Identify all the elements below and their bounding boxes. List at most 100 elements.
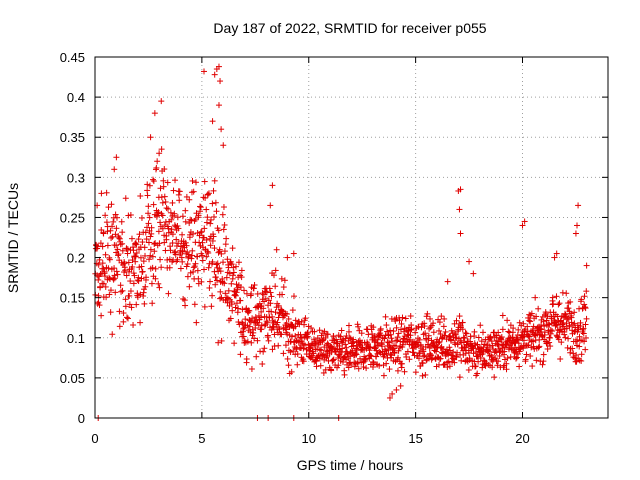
data-point	[553, 293, 560, 300]
data-point	[248, 339, 255, 346]
data-point	[220, 142, 227, 149]
data-point	[242, 316, 249, 323]
data-point	[156, 150, 163, 157]
data-point	[206, 190, 213, 197]
data-point	[184, 273, 191, 280]
data-point	[254, 337, 261, 344]
data-point	[203, 219, 210, 226]
data-point	[576, 333, 583, 340]
data-point	[252, 314, 259, 321]
data-point	[142, 252, 149, 259]
data-point	[169, 199, 176, 206]
data-point	[140, 258, 147, 265]
data-point	[179, 258, 186, 265]
data-point	[266, 314, 273, 321]
data-point	[158, 264, 165, 271]
data-point	[298, 338, 305, 345]
data-point	[95, 299, 102, 306]
data-point	[280, 350, 287, 357]
data-point	[190, 188, 197, 195]
data-point	[572, 230, 579, 237]
data-point	[395, 347, 402, 354]
data-point	[133, 249, 140, 256]
data-point	[322, 334, 329, 341]
data-point	[520, 320, 527, 327]
data-point	[576, 357, 583, 364]
data-point	[142, 283, 149, 290]
data-point	[449, 352, 456, 359]
data-point	[102, 251, 109, 258]
x-tick-label: 10	[302, 431, 316, 446]
data-point	[376, 362, 383, 369]
data-point	[131, 272, 138, 279]
data-point	[97, 240, 104, 247]
data-point	[389, 390, 396, 397]
data-point	[189, 247, 196, 254]
data-point	[462, 329, 469, 336]
data-point	[492, 347, 499, 354]
data-point	[100, 230, 107, 237]
data-point	[157, 256, 164, 263]
data-point	[271, 331, 278, 338]
data-point	[228, 301, 235, 308]
data-point	[396, 317, 403, 324]
data-point	[105, 265, 112, 272]
data-point	[251, 335, 258, 342]
data-point	[138, 275, 145, 282]
data-point	[269, 313, 276, 320]
data-point	[395, 354, 402, 361]
data-point	[504, 355, 511, 362]
data-point	[146, 227, 153, 234]
data-point	[386, 366, 393, 373]
data-point	[427, 315, 434, 322]
data-point	[221, 221, 228, 228]
data-point	[330, 333, 337, 340]
data-point	[196, 203, 203, 210]
data-point	[231, 340, 238, 347]
data-point	[333, 336, 340, 343]
data-point	[214, 260, 221, 267]
data-point	[115, 234, 122, 241]
data-point	[441, 332, 448, 339]
data-point	[145, 203, 152, 210]
data-point	[109, 223, 116, 230]
data-point	[503, 360, 510, 367]
data-point	[430, 320, 437, 327]
data-point	[197, 242, 204, 249]
data-point	[224, 256, 231, 263]
data-point	[519, 222, 526, 229]
data-point	[320, 369, 327, 376]
data-point	[370, 360, 377, 367]
data-point	[408, 326, 415, 333]
data-point	[573, 352, 580, 359]
data-point	[119, 247, 126, 254]
data-point	[144, 181, 151, 188]
data-point	[430, 329, 437, 336]
data-point	[392, 318, 399, 325]
data-point	[114, 271, 121, 278]
data-point	[284, 331, 291, 338]
data-point	[273, 246, 280, 253]
data-point	[117, 241, 124, 248]
data-point	[161, 222, 168, 229]
data-point	[244, 338, 251, 345]
y-axis: 0 0.05 0.1 0.15 0.2 0.25 0.3 0.35 0.4 0.45	[60, 50, 608, 426]
data-point	[207, 220, 214, 227]
data-point	[498, 334, 505, 341]
data-point	[115, 251, 122, 258]
data-point	[538, 326, 545, 333]
data-point	[139, 268, 146, 275]
data-point	[209, 118, 216, 125]
data-point	[290, 293, 297, 300]
data-point	[182, 218, 189, 225]
data-point	[158, 194, 165, 201]
data-point	[201, 178, 208, 185]
data-point	[199, 252, 206, 259]
data-point	[442, 328, 449, 335]
data-point	[115, 252, 122, 259]
data-point	[114, 246, 121, 253]
data-point	[311, 328, 318, 335]
data-point	[384, 328, 391, 335]
data-point	[238, 274, 245, 281]
data-point	[549, 328, 556, 335]
